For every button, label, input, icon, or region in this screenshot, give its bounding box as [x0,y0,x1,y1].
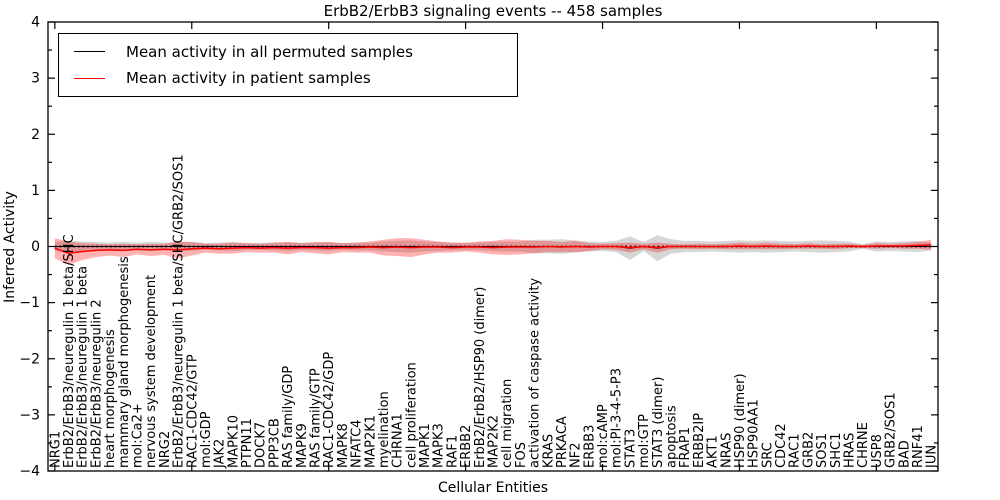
legend: Mean activity in all permuted samples Me… [58,33,518,97]
x-tick-label: MAPK1 [418,423,433,468]
x-tick-label: USP8 [870,434,885,468]
x-tick-label: PRKACA [555,416,570,468]
x-tick-label: STAT3 [623,429,638,468]
x-tick-label: FOS [514,442,529,468]
x-tick-label: RAC1 [788,433,803,468]
x-tick-label: CHRNA1 [391,413,406,468]
x-tick-label: mol:cAMP [596,404,611,468]
x-tick-label: heart morphogenesis [103,329,118,468]
permuted-line-swatch [74,51,105,53]
y-tick-label: −1 [19,295,40,311]
x-tick-label: AKT1 [706,435,721,468]
x-tick-label: ErbB2/ErbB2/HSP90 (dimer) [473,287,488,468]
x-tick-label: MAPK8 [336,423,351,468]
x-tick-label: mol:GTP [637,414,652,468]
y-tick-label: 3 [31,71,40,87]
x-tick-label: DOCK7 [254,422,269,468]
x-tick-label: GRB2 [801,432,816,468]
x-tick-label: SOS1 [815,433,830,468]
y-tick-label: −3 [19,407,40,423]
x-tick-label: JUN [925,445,940,469]
patient-band [54,238,932,266]
x-tick-label: RAS family/GTP [309,368,324,468]
y-tick-label: −2 [19,351,40,367]
x-tick-label: mammary gland morphogenesis [117,256,132,468]
x-tick-label: NF2 [569,443,584,468]
x-tick-label: HRAS [843,433,858,468]
x-tick-label: mol:Ca2+ [131,403,146,468]
x-tick-label: MAP2K2 [487,415,502,468]
x-axis-title: Cellular Entities [437,480,549,496]
x-tick-label: ErbB2/ErbB3/neuregulin 1 beta/SHC [62,234,77,468]
x-tick-label: FRAP1 [678,427,693,468]
y-tick-label: 1 [31,183,40,199]
x-tick-label: JAK2 [213,439,228,469]
x-tick-label: RAS family/GDP [281,366,296,468]
x-tick-label: cell proliferation [404,362,419,468]
y-tick-label: 2 [31,127,40,143]
x-tick-label: cell migration [500,379,515,468]
x-tick-label: mol:PI-3-4-5-P3 [610,368,625,468]
y-tick-label: 4 [31,15,40,31]
x-tick-label: activation of caspase activity [528,278,543,468]
x-tick-label: NFATC4 [350,420,365,468]
x-tick-label: nervous system development [144,275,159,468]
chart-title: ErbB2/ErbB3 signaling events -- 458 samp… [323,2,663,20]
x-tick-label: MAP2K1 [363,415,378,468]
x-tick-label: SRC [760,442,775,468]
x-tick-label: CHRNE [856,422,871,468]
x-tick-label: ErbB2/ErbB3/neuregulin 2 [89,299,104,468]
x-tick-label: ERBB2IP [692,413,707,468]
x-tick-label: MAPK10 [226,415,241,468]
x-tick-label: ERBB2 [459,425,474,468]
x-tick-label: RAF1 [445,435,460,468]
x-tick-label: RAC1-CDC42/GDP [322,352,337,468]
x-tick-label: RAC1-CDC42/GTP [185,354,200,468]
x-tick-label: GRB2/SOS1 [884,392,899,468]
x-tick-label: BAD [897,440,912,468]
x-tick-label: HSP90AA1 [747,399,762,468]
patient-line-swatch [74,77,105,79]
x-tick-label: NRAS [719,433,734,468]
x-tick-label: mol:GDP [199,411,214,468]
patient-mean-line [54,244,932,255]
y-tick-label: 0 [31,239,40,255]
x-tick-label: PPP3CB [267,418,282,468]
x-tick-label: ErbB2/ErbB3/neuregulin 1 beta/SHC/GRB2/S… [172,154,187,468]
x-tick-label: NRG2 [158,431,173,468]
x-tick-label: NRG1 [48,431,63,468]
x-tick-label: SHC1 [829,433,844,468]
x-tick-label: STAT3 (dimer) [651,377,666,468]
x-tick-label: myelination [377,391,392,468]
legend-item-patient: Mean activity in patient samples [59,70,517,87]
x-tick-label: ErbB2/ErbB3/neuregulin 1 beta [76,266,91,468]
legend-label-patient: Mean activity in patient samples [126,68,371,87]
x-tick-label: ERBB3 [582,425,597,468]
x-tick-label: HSP90 (dimer) [733,373,748,468]
x-tick-label: RNF41 [911,425,926,468]
y-axis-title: Inferred Activity [2,191,18,303]
y-tick-label: −4 [19,464,40,480]
x-tick-label: PTPN11 [240,418,255,468]
x-tick-label: MAPK9 [295,423,310,468]
x-tick-label: MAPK3 [432,423,447,468]
legend-item-permuted: Mean activity in all permuted samples [59,44,517,61]
x-tick-label: apoptosis [665,405,680,468]
x-tick-label: KRAS [541,434,556,468]
x-tick-label: CDC42 [774,423,789,468]
legend-label-permuted: Mean activity in all permuted samples [126,42,413,61]
